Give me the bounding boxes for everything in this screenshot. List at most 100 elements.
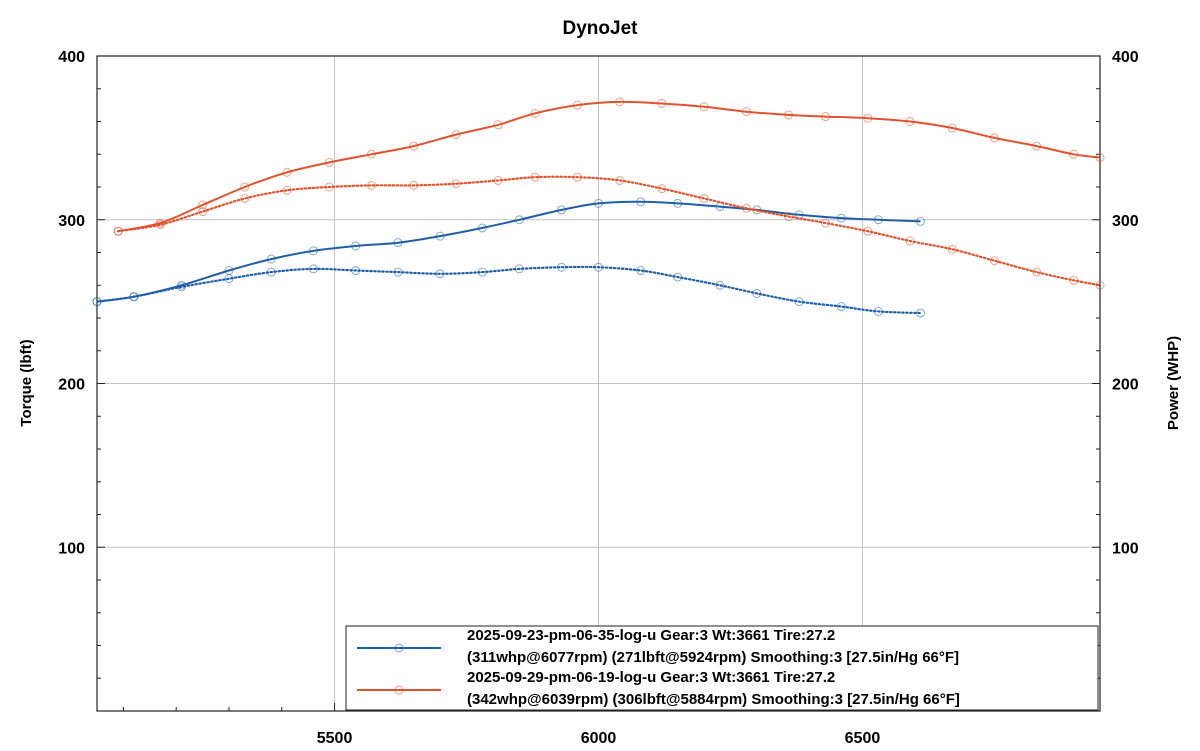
y-tick-label-left: 300 <box>58 213 85 230</box>
series-2-torque-point <box>1069 275 1079 285</box>
series-2-torque-point <box>493 175 503 185</box>
series-1-power-point <box>594 198 603 208</box>
series-2-power-point <box>451 130 461 140</box>
series-2-torque-point <box>615 175 625 185</box>
series-2-torque-point <box>1032 267 1042 277</box>
series-1-power-line <box>97 200 921 303</box>
series-2-torque-point <box>905 236 915 246</box>
series-1-power-point <box>351 241 361 251</box>
series-1-power-point <box>836 213 846 223</box>
series-1-power-point <box>266 254 276 264</box>
series-1-power-point <box>557 205 567 215</box>
series-2-power-point <box>784 110 794 120</box>
series-1-power-point <box>224 266 234 276</box>
legend-series-2-name: 2025-09-29-pm-06-19-log-u Gear:3 Wt:3661… <box>467 669 835 686</box>
series-2-power-point <box>947 123 957 133</box>
series-2-torque-point <box>572 172 582 182</box>
series-2-power-point <box>198 200 208 210</box>
series-2-power-point <box>530 108 540 118</box>
legend-marker-series-2 <box>394 685 404 695</box>
series-1-torque-point <box>308 264 318 274</box>
series-1-power-point <box>129 292 139 302</box>
legend-box <box>345 625 1099 711</box>
series-1-power-point <box>636 197 646 207</box>
series-2-power-point <box>282 167 292 177</box>
series-1-torque-point <box>435 269 445 279</box>
series-1-torque-point <box>393 267 403 277</box>
series-1-torque-point <box>477 267 487 277</box>
series-2-power-point <box>615 97 625 107</box>
series-2-torque-point <box>784 211 794 221</box>
x-tick-label: 6000 <box>581 730 617 747</box>
series-1-power-point <box>673 198 683 208</box>
series-2-power-point <box>1069 149 1079 159</box>
y-tick-label-right: 200 <box>1112 377 1139 394</box>
series-2-torque-point <box>947 244 957 254</box>
x-tick-label: 6500 <box>845 730 881 747</box>
series-1-power-point <box>308 246 318 256</box>
series-2-torque-point <box>451 179 461 189</box>
series-1-power-point <box>514 215 524 225</box>
legend-series-2-summary: (342whp@6039rpm) (306lbft@5884rpm) Smoot… <box>467 691 960 708</box>
series-1-power-point <box>794 210 804 220</box>
series-2-power-line <box>117 100 1100 233</box>
series-2-torque-point <box>324 182 334 192</box>
series-2-power-point <box>741 107 751 117</box>
series-2-power-point <box>367 149 377 159</box>
series-1-torque-point <box>752 288 762 298</box>
series-1-torque-point <box>794 297 804 307</box>
series-2-power-point <box>989 133 999 143</box>
series-1-power-point <box>916 216 926 226</box>
series-2-torque-point <box>699 193 709 203</box>
legend-series-1-summary: (311whp@6077rpm) (271lbft@5924rpm) Smoot… <box>467 649 959 666</box>
series-1-torque-point <box>266 267 276 277</box>
y-tick-label-right: 400 <box>1112 49 1139 66</box>
series-2-torque-point <box>409 180 419 190</box>
series-2-torque-point <box>367 180 377 190</box>
y-tick-label-left: 100 <box>58 540 85 557</box>
series-2-torque-point <box>657 184 667 194</box>
series-1-torque-point <box>836 302 846 312</box>
series-2-power-point <box>863 113 873 123</box>
series-1-torque-point <box>715 280 725 290</box>
series-2-torque-line <box>117 175 1100 287</box>
series-2-torque-point <box>198 207 208 217</box>
y-tick-label-left: 200 <box>58 377 85 394</box>
series-1-power-point <box>393 238 403 248</box>
series-2-torque-point <box>1095 280 1105 290</box>
series-1-torque-point <box>557 262 567 272</box>
y-axis-label-left: Torque (lbft) <box>18 339 35 426</box>
series-1-power-point <box>176 280 186 290</box>
series-2-power-point <box>572 100 582 110</box>
series-2-power-point <box>155 218 165 228</box>
grid <box>97 56 1100 711</box>
series-2-torque-point <box>820 218 830 228</box>
series-1-torque-point <box>594 262 603 272</box>
series-1-torque-point <box>351 266 361 276</box>
series-2-torque-point <box>282 185 292 195</box>
series-2-torque-point <box>530 172 540 182</box>
series-2-power-point <box>657 98 667 108</box>
series-1-torque-point <box>916 308 926 318</box>
series-1-torque-point <box>636 266 646 276</box>
series-layer <box>92 97 1105 318</box>
series-1-power-point <box>873 215 883 225</box>
series-1-power-point <box>92 297 102 307</box>
series-2-power-point <box>493 120 503 130</box>
series-2-power-point <box>699 102 709 112</box>
series-1-power-point <box>435 231 445 241</box>
series-2-torque-point <box>863 226 873 236</box>
legend-series-1-name: 2025-09-23-pm-06-35-log-u Gear:3 Wt:3661… <box>467 627 835 644</box>
series-2-power-point <box>820 112 830 122</box>
series-2-torque-point <box>240 193 250 203</box>
series-1-torque-line <box>97 265 922 315</box>
x-tick-label: 5500 <box>317 730 353 747</box>
series-1-torque-point <box>873 306 883 316</box>
series-2-torque-point <box>989 256 999 266</box>
series-1-power-point <box>477 223 487 233</box>
y-tick-label-left: 400 <box>58 49 85 66</box>
series-2-torque-point <box>741 203 751 213</box>
series-2-power-point <box>1095 153 1105 163</box>
series-2-power-point <box>324 157 334 167</box>
